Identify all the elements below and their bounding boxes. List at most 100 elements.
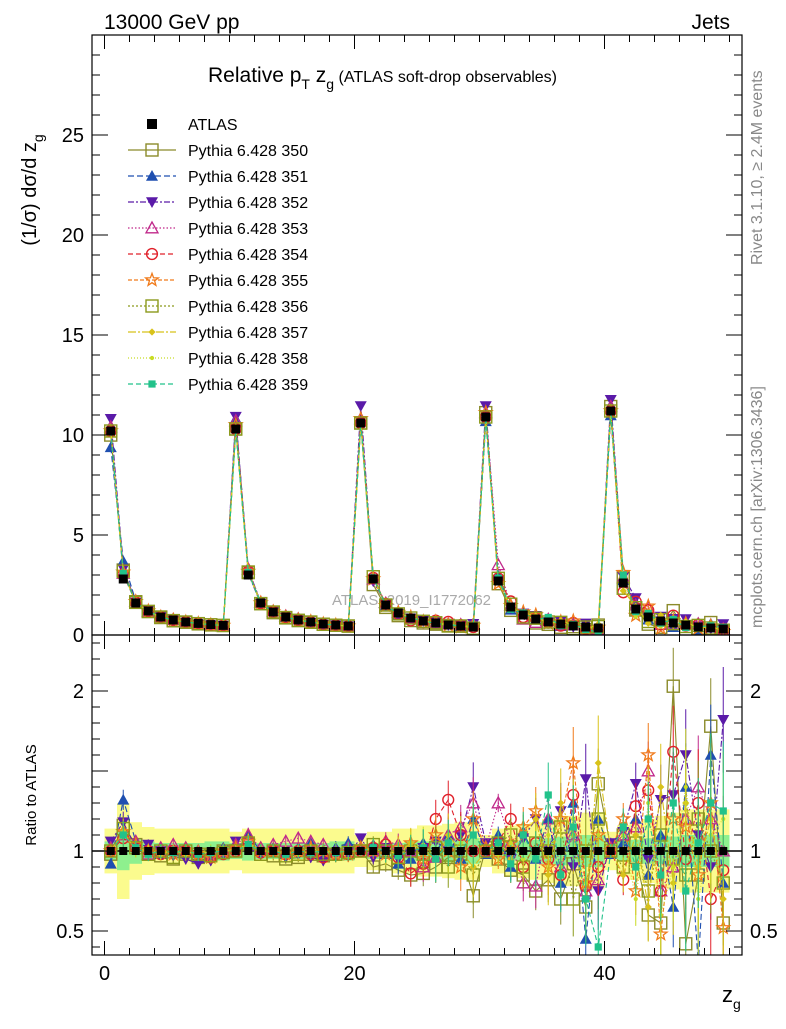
legend-entry-atlas: ATLAS — [147, 117, 238, 134]
ratio-point-359 — [494, 839, 502, 847]
x-tick-label: 40 — [593, 963, 615, 985]
main-y-tick-label: 10 — [62, 425, 84, 447]
main-y-tick-label: 20 — [62, 225, 84, 247]
ratio-point-atlas — [181, 847, 190, 855]
ratio-point-atlas — [119, 847, 128, 855]
legend-entry-353: Pythia 6.428 353 — [128, 220, 308, 238]
ratio-point-358 — [596, 832, 601, 838]
ratio-point-352 — [354, 833, 367, 845]
main-y-tick-label: 25 — [62, 125, 84, 147]
ratio-point-atlas — [156, 847, 165, 855]
ratio-point-359 — [507, 860, 515, 868]
ratio-point-atlas — [481, 847, 490, 855]
point-atlas — [368, 574, 378, 584]
ratio-point-atlas — [706, 847, 715, 855]
legend-marker-350 — [145, 143, 159, 157]
point-atlas — [606, 406, 616, 416]
axes: 0 20 40 0 5 10 15 20 25 0.5 0.5 1 1 2 2 — [56, 34, 778, 985]
mcplots-label: mcplots.cern.ch [arXiv:1306.3436] — [749, 386, 766, 628]
ratio-point-atlas — [369, 847, 378, 855]
ratio-point-atlas — [356, 847, 365, 855]
legend-label-352: Pythia 6.428 352 — [188, 195, 308, 212]
point-atlas — [268, 607, 278, 617]
legend-label-354: Pythia 6.428 354 — [188, 247, 308, 264]
ratio-line-358 — [110, 786, 724, 916]
ratio-point-atlas — [544, 847, 553, 855]
ratio-point-atlas — [144, 847, 153, 855]
point-atlas — [656, 616, 666, 626]
ratio-y-tick-label-right: 2 — [750, 681, 761, 703]
point-atlas — [706, 623, 716, 633]
main-y-tick-label: 0 — [73, 625, 84, 647]
xlabel: zg — [722, 982, 741, 1012]
plot-title: Relative pT zg (ATLAS soft-drop observab… — [208, 64, 557, 92]
point-atlas — [681, 620, 691, 630]
ratio-point-atlas — [244, 847, 253, 855]
ratio-point-atlas — [256, 847, 265, 855]
ratio-point-352 — [192, 859, 205, 870]
header-left-label: 13000 GeV pp — [104, 11, 239, 34]
main-plot-area — [102, 395, 732, 635]
ratio-y-tick-label: 1 — [73, 841, 84, 863]
ratio-point-atlas — [619, 847, 628, 855]
legend-entry-350: Pythia 6.428 350 — [128, 143, 308, 160]
legend-marker-356 — [145, 299, 159, 313]
point-351 — [117, 555, 130, 566]
point-353 — [491, 557, 506, 571]
ratio-line-359 — [110, 794, 724, 948]
ratio-point-357 — [532, 815, 540, 823]
point-atlas — [556, 619, 566, 629]
point-atlas — [481, 412, 491, 422]
point-atlas — [506, 602, 516, 612]
ratio-point-356 — [566, 892, 580, 906]
point-atlas — [256, 598, 266, 608]
ratio-point-359 — [469, 831, 477, 839]
ratio-point-357 — [594, 759, 602, 767]
ratio-point-atlas — [506, 847, 515, 855]
point-355 — [640, 597, 657, 614]
ratio-point-351 — [692, 957, 704, 968]
ratio-point-359 — [694, 839, 702, 847]
legend-entry-359: Pythia 6.428 359 — [128, 377, 308, 394]
ratio-point-atlas — [494, 847, 503, 855]
ratio-frame — [91, 634, 743, 956]
legend-marker-ATLAS — [147, 119, 157, 129]
x-tick-label: 0 — [99, 963, 110, 985]
ratio-point-atlas — [669, 847, 678, 855]
ratio-point-357 — [657, 783, 665, 791]
ratio-point-359 — [244, 841, 252, 849]
legend-label-350: Pythia 6.428 350 — [188, 143, 308, 160]
ratio-point-357 — [619, 871, 627, 879]
point-358 — [633, 614, 638, 619]
main-y-tick-label: 15 — [62, 325, 84, 347]
ratio-point-359 — [632, 863, 640, 871]
ratio-plot-area — [92, 647, 742, 968]
title-main: Relative p — [208, 64, 301, 87]
ratio-point-359 — [582, 895, 590, 903]
ratio-point-357 — [632, 831, 640, 839]
ratio-point-atlas — [431, 847, 440, 855]
legend-marker-354 — [145, 247, 159, 261]
legend-marker-352 — [146, 197, 158, 208]
ratio-point-359 — [594, 943, 602, 951]
ratio-point-atlas — [569, 847, 578, 855]
ratio-y-tick-label: 0.5 — [56, 921, 84, 943]
xlabel-main: z — [722, 982, 733, 1007]
point-atlas — [206, 620, 216, 630]
point-atlas — [181, 617, 191, 627]
ratio-point-atlas — [381, 847, 390, 855]
point-352 — [104, 413, 117, 425]
point-atlas — [193, 618, 203, 628]
point-atlas — [568, 621, 578, 631]
header-right-label: Jets — [691, 11, 730, 34]
ratio-point-357 — [557, 799, 565, 807]
point-atlas — [293, 615, 303, 625]
ratio-point-atlas — [531, 847, 540, 855]
point-atlas — [318, 619, 328, 629]
point-atlas — [393, 608, 403, 618]
ratio-point-atlas — [206, 847, 215, 855]
ratio-point-359 — [707, 799, 715, 807]
legend-label-356: Pythia 6.428 356 — [188, 299, 308, 316]
legend-entry-358: Pythia 6.428 358 — [128, 351, 308, 368]
